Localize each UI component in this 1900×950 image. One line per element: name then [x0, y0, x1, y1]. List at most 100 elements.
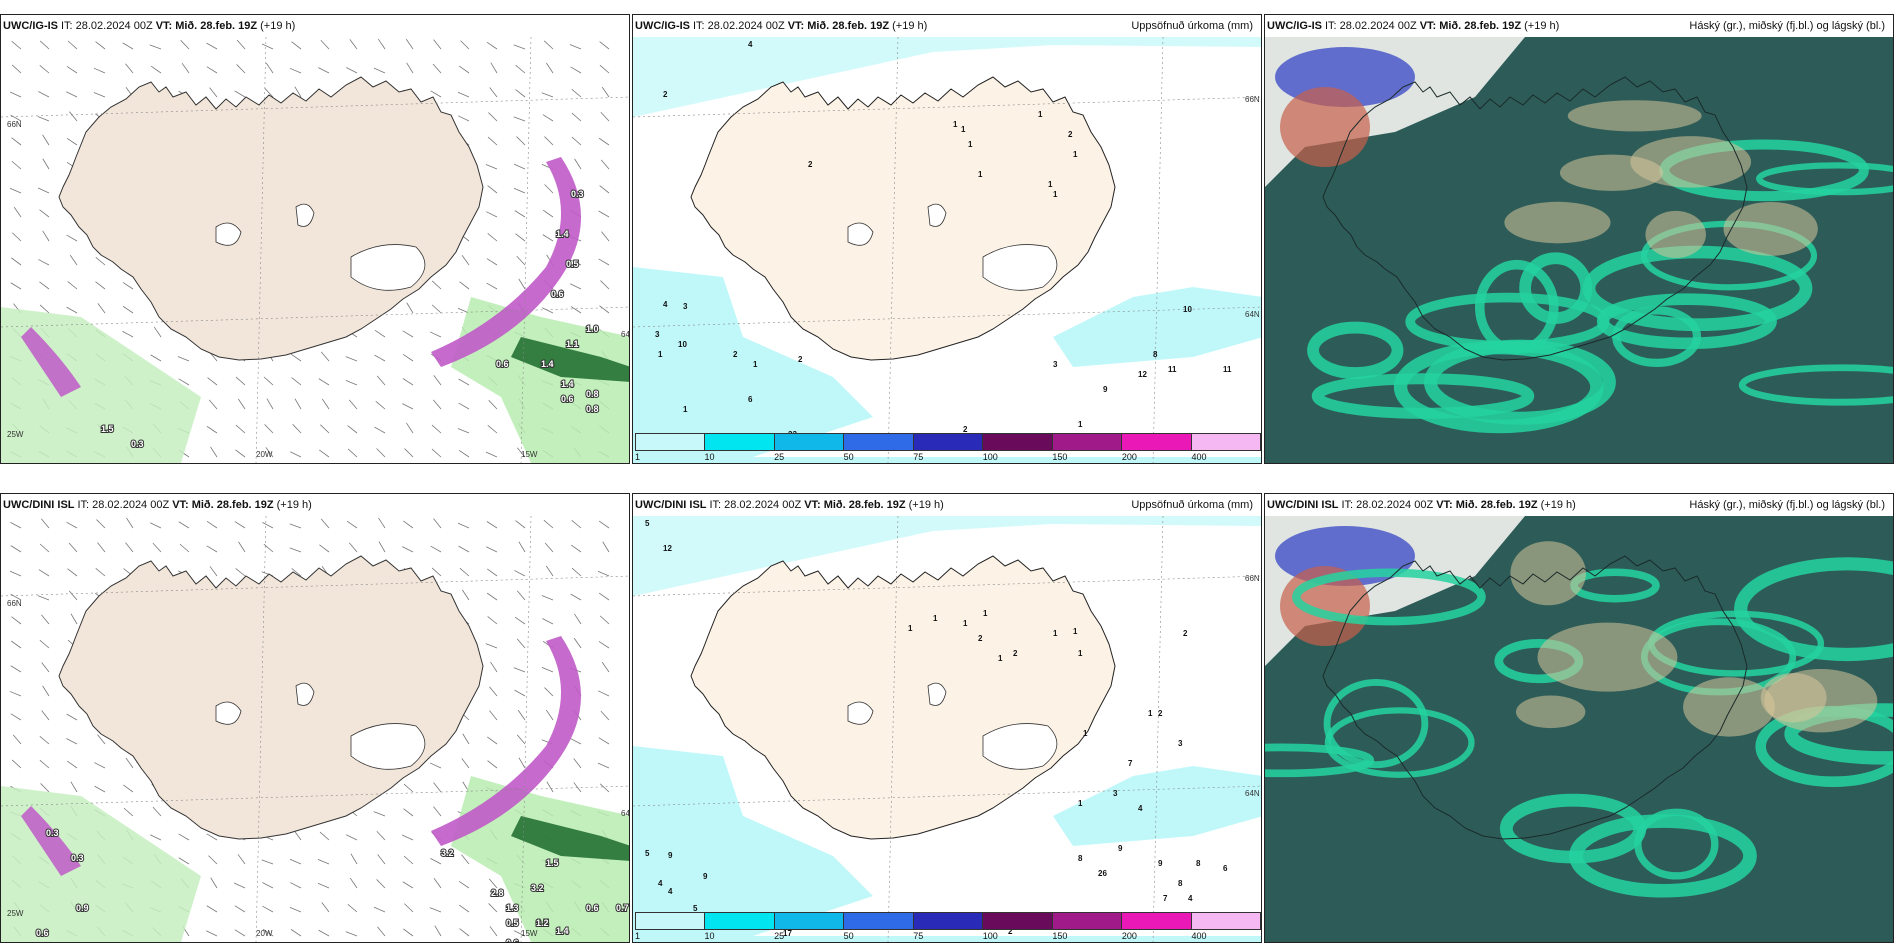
legend-colorbar — [635, 433, 1261, 451]
wind-barb — [406, 422, 414, 434]
value-label: 4 — [1188, 894, 1193, 903]
wind-barb — [320, 518, 330, 529]
wind-barb — [42, 230, 50, 242]
value-label: 6 — [748, 395, 753, 404]
value-label: 1.5 — [101, 424, 114, 434]
panel-subtitle: Uppsöfnuð úrkoma (mm) — [1131, 499, 1253, 511]
value-label: 1.4 — [556, 926, 569, 936]
value-label: 0.3 — [131, 439, 144, 449]
precip-green-west — [1, 307, 201, 463]
wind-barb — [541, 92, 554, 98]
value-label: 12 — [663, 544, 672, 553]
wind-barb — [97, 303, 106, 314]
wind-barb — [321, 902, 330, 913]
wind-barb — [546, 62, 554, 74]
value-label: 1 — [1053, 629, 1058, 638]
wind-barb — [11, 41, 22, 50]
wind-barb — [10, 522, 22, 529]
panel-title: UWC/DINI ISL IT: 28.02.2024 00Z VT: Mið. 28.… — [1265, 494, 1893, 516]
graticule-64n — [1, 785, 629, 807]
value-label: 2 — [1068, 130, 1073, 139]
wind-barb — [515, 520, 526, 529]
wind-barb — [543, 519, 554, 529]
wind-barb — [38, 91, 50, 98]
wind-barb — [41, 662, 50, 673]
panel-model: UWC/DINI ISL — [3, 499, 75, 511]
value-label: 2 — [1013, 649, 1018, 658]
wind-barb — [261, 43, 274, 50]
wind-barb — [402, 330, 414, 338]
value-label: 3 — [1113, 789, 1118, 798]
value-label: 1 — [1078, 420, 1083, 429]
value-label: 1 — [963, 619, 968, 628]
precip-area-east — [1053, 287, 1261, 367]
precip-dark-green — [511, 816, 629, 861]
wind-barb — [122, 42, 134, 50]
value-label: 4 — [668, 887, 673, 896]
wind-barb — [600, 159, 610, 170]
value-label: 1.4 — [541, 359, 554, 369]
wind-barb — [403, 520, 414, 529]
wind-barb — [599, 41, 610, 50]
wind-barb — [41, 614, 50, 625]
value-label: 0.9 — [76, 903, 89, 913]
wind-barb — [489, 686, 498, 697]
wind-barb — [66, 760, 78, 769]
wind-barb — [599, 615, 610, 625]
wind-barb — [459, 928, 470, 937]
it-label: IT: — [61, 20, 73, 32]
value-label: 8 — [1153, 350, 1158, 359]
wind-barb — [600, 280, 610, 290]
value-label: 1.5 — [546, 858, 559, 868]
vt-label: VT: — [155, 20, 173, 32]
wind-barb — [318, 378, 330, 386]
map-panel-wind-top: UWC/IG-IS IT: 28.02.2024 00Z VT: Mið. 28.feb… — [0, 14, 630, 464]
panel-model: UWC/DINI ISL — [1267, 499, 1339, 511]
wind-barb — [238, 541, 246, 553]
it-value: 28.02.2024 00Z — [724, 499, 802, 511]
wind-barb — [152, 806, 162, 817]
value-label: 4 — [748, 40, 753, 49]
wind-barb — [405, 38, 414, 50]
wind-barb — [462, 733, 470, 745]
value-label: 4 — [663, 300, 668, 309]
value-label: 9 — [703, 872, 708, 881]
value-label: 2 — [1008, 927, 1013, 936]
legend-swatch — [844, 434, 914, 450]
it-value: 28.02.2024 00Z — [1339, 20, 1417, 32]
panel-title: UWC/DINI ISL IT: 28.02.2024 00Z VT: Mið. 28.… — [633, 494, 1261, 516]
wind-barb — [265, 447, 274, 458]
wind-barb — [457, 522, 470, 529]
wind-barb — [40, 783, 50, 793]
wind-barb — [178, 521, 190, 529]
wind-barb — [38, 569, 50, 577]
value-label: 7 — [1128, 759, 1133, 768]
wind-barb — [573, 782, 582, 793]
wind-barb — [37, 595, 50, 601]
wind-barb — [402, 881, 414, 889]
wind-barb — [125, 757, 134, 769]
wind-barb — [66, 738, 78, 745]
wind-barb — [122, 305, 134, 314]
wind-barb — [39, 209, 50, 218]
legend-tick: 400 — [1191, 452, 1207, 462]
wind-barb — [431, 448, 442, 458]
value-label: 2.8 — [491, 888, 504, 898]
wind-barb — [571, 136, 582, 146]
wind-barb — [570, 259, 582, 266]
cloud-band — [1324, 707, 1475, 778]
wind-barb — [488, 112, 498, 122]
wind-barb — [66, 234, 78, 242]
wind-barb — [573, 758, 582, 769]
panel-title: UWC/IG-IS IT: 28.02.2024 00Z VT: Mið. 28.feb… — [1265, 15, 1893, 37]
precip-area-north — [633, 516, 1261, 596]
wind-barb — [348, 399, 358, 410]
wind-barb — [487, 760, 498, 769]
wind-barb — [432, 399, 442, 410]
value-label: 0.8 — [586, 389, 599, 399]
lake-or-glacier — [982, 244, 1058, 291]
cloud-band — [1634, 808, 1719, 880]
legend-tick: 75 — [913, 931, 924, 941]
cloud-high-patch — [1645, 210, 1706, 259]
wind-barb — [461, 254, 470, 266]
